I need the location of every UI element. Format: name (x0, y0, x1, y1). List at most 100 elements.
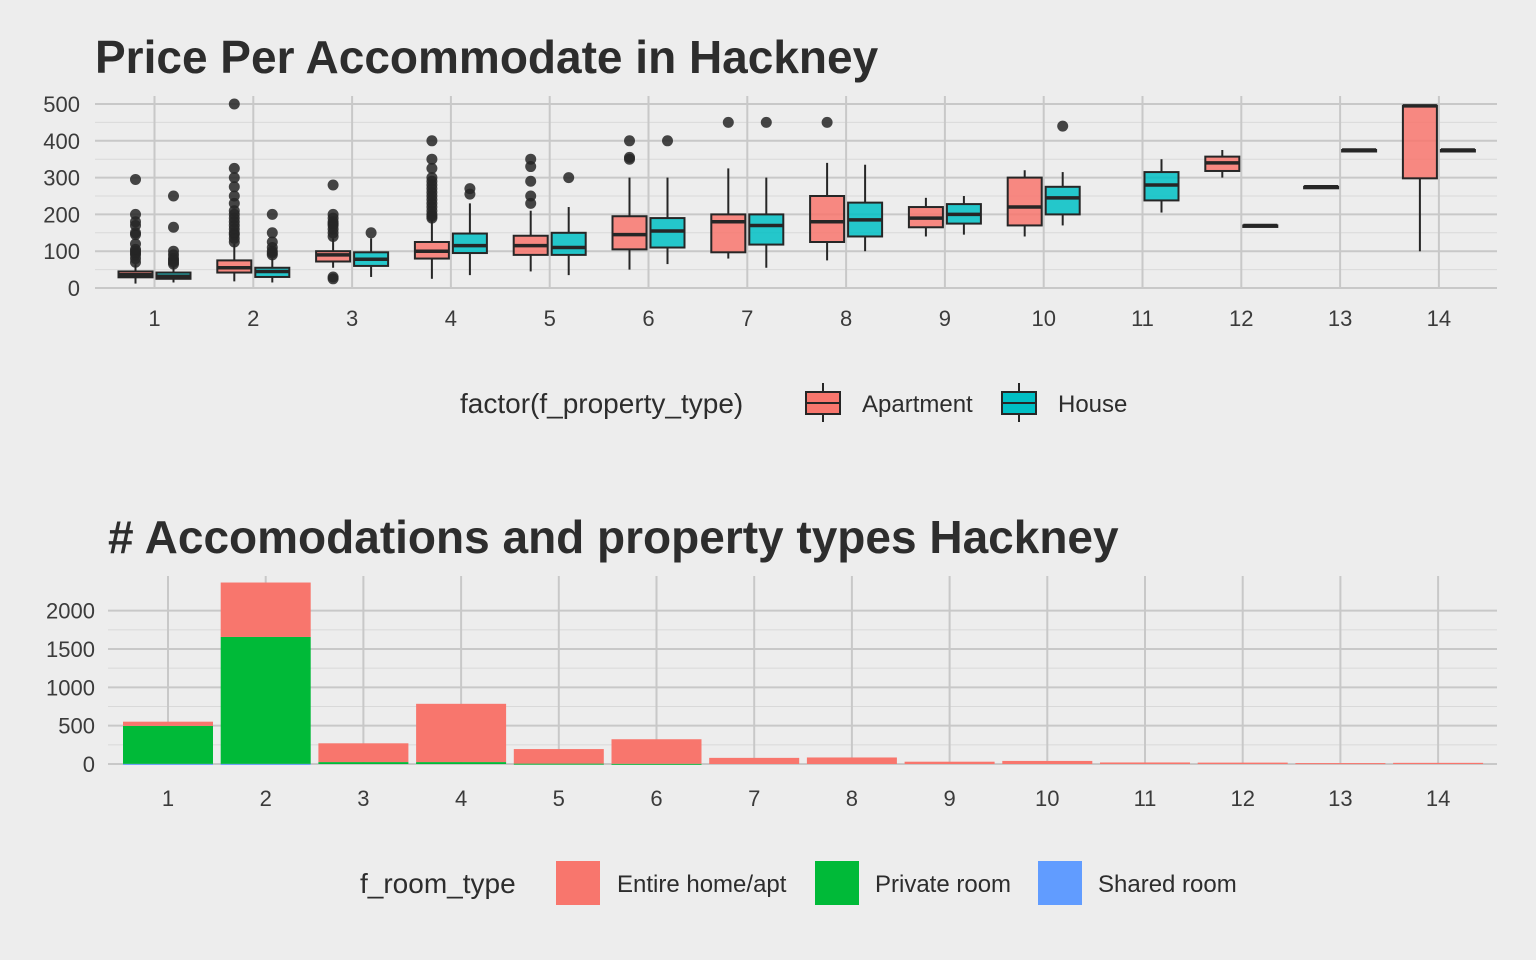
box-house-13 (1341, 148, 1378, 153)
box-apartment-3 (315, 179, 352, 285)
outlier-point (228, 181, 240, 193)
bar-entire-home-apt-7 (709, 757, 800, 764)
x-tick-label: 13 (1328, 306, 1352, 331)
bar-entire-home-apt-5 (513, 749, 604, 764)
bar-chart: # Accomodations and property types Hackn… (46, 511, 1497, 905)
x-tick-label: 10 (1031, 306, 1055, 331)
outlier-point (464, 183, 476, 195)
x-tick-label: 11 (1131, 306, 1154, 331)
outlier-point (228, 98, 240, 110)
x-tick-label: 4 (445, 306, 457, 331)
y-tick-label: 200 (43, 202, 80, 227)
legend-title: f_room_type (360, 868, 516, 899)
bar-shared-room-2 (220, 763, 311, 765)
legend-key-private-room (815, 861, 859, 905)
x-tick-label: 3 (346, 306, 358, 331)
outlier-point (525, 153, 537, 165)
outlier-point (563, 172, 575, 184)
outlier-point (365, 227, 377, 239)
outlier-point (228, 162, 240, 174)
x-tick-label: 11 (1134, 786, 1157, 811)
x-tick-label: 1 (148, 306, 160, 331)
x-tick-label: 2 (247, 306, 259, 331)
box-apartment-8 (809, 116, 846, 261)
box-body (748, 213, 785, 246)
bar-private-room-1 (123, 725, 213, 764)
x-tick-label: 14 (1427, 306, 1451, 331)
x-axis: 1 2 3 4 5 6 7 8 9 10 11 12 13 14 (162, 786, 1450, 811)
box-body (451, 232, 488, 255)
x-tick-label: 7 (748, 786, 760, 811)
outlier-point (821, 116, 833, 128)
bar-entire-home-apt-13 (1295, 763, 1386, 765)
bar-entire-home-apt-3 (318, 743, 409, 763)
chart-title: # Accomodations and property types Hackn… (108, 511, 1119, 563)
plot-area (117, 98, 1476, 285)
y-tick-label: 500 (43, 92, 80, 117)
outlier-point (624, 151, 635, 163)
y-tick-label: 2000 (46, 599, 95, 624)
outlier-point (426, 135, 438, 147)
x-tick-label: 10 (1035, 786, 1059, 811)
y-tick-label: 100 (43, 239, 80, 264)
bar-private-room-6 (611, 763, 702, 765)
x-axis: 1 2 3 4 5 6 7 8 9 10 11 12 13 14 (148, 306, 1451, 331)
box-apartment-10 (1006, 170, 1043, 237)
box-apartment-6 (611, 135, 648, 270)
bar-entire-home-apt-2 (220, 582, 311, 637)
bar-entire-home-apt-6 (611, 739, 702, 764)
legend-key-shared-room (1038, 861, 1082, 905)
box-apartment-5 (512, 153, 549, 272)
plot-area (123, 582, 1484, 765)
y-tick-label: 500 (58, 714, 95, 739)
outlier-point (130, 238, 141, 250)
box-apartment-13 (1303, 185, 1340, 190)
outlier-point (327, 208, 339, 220)
bar-entire-home-apt-14 (1393, 762, 1484, 764)
outlier-point (228, 172, 240, 184)
box-body (649, 217, 686, 249)
bar-entire-home-apt-9 (904, 761, 995, 764)
outlier-point (130, 173, 141, 185)
bar-entire-home-apt-11 (1100, 762, 1190, 764)
x-tick-label: 13 (1328, 786, 1352, 811)
chart-title: Price Per Accommodate in Hackney (95, 31, 879, 83)
bar-entire-home-apt-10 (1002, 760, 1093, 764)
box-apartment-1 (117, 173, 154, 284)
bar-private-room-2 (220, 636, 311, 764)
box-apartment-9 (907, 197, 944, 237)
outlier-point (266, 236, 278, 248)
outlier-point (426, 172, 438, 184)
y-tick-label: 1500 (46, 637, 95, 662)
outlier-point (525, 175, 537, 187)
box-body (1006, 176, 1043, 227)
grid (108, 576, 1497, 765)
x-tick-label: 14 (1426, 786, 1450, 811)
outlier-point (327, 179, 339, 191)
box-house-8 (847, 164, 884, 252)
x-tick-label: 2 (260, 786, 272, 811)
legend-label: Entire home/apt (617, 871, 787, 898)
box-apartment-2 (216, 98, 253, 282)
box-house-7 (748, 116, 785, 268)
box-apartment-7 (710, 116, 747, 259)
box-house-5 (550, 172, 587, 276)
outlier-point (168, 221, 179, 233)
box-body (1044, 185, 1081, 216)
outlier-point (266, 208, 278, 220)
bar-entire-home-apt-12 (1197, 762, 1288, 764)
bar-entire-home-apt-1 (123, 721, 213, 726)
y-axis: 0 100 200 300 400 500 (43, 92, 80, 301)
box-apartment-12 (1204, 150, 1241, 178)
box-chart: Price Per Accommodate in Hackney 0 100 200… (43, 31, 1497, 422)
box-apartment-14 (1401, 104, 1438, 252)
x-tick-label: 12 (1230, 786, 1254, 811)
y-tick-label: 0 (83, 752, 95, 777)
legend-label: Private room (875, 871, 1011, 898)
box-body (611, 215, 648, 251)
box-body (809, 195, 846, 243)
bar-private-room-5 (513, 763, 604, 765)
y-tick-label: 300 (43, 166, 80, 191)
y-tick-label: 1000 (46, 675, 95, 700)
